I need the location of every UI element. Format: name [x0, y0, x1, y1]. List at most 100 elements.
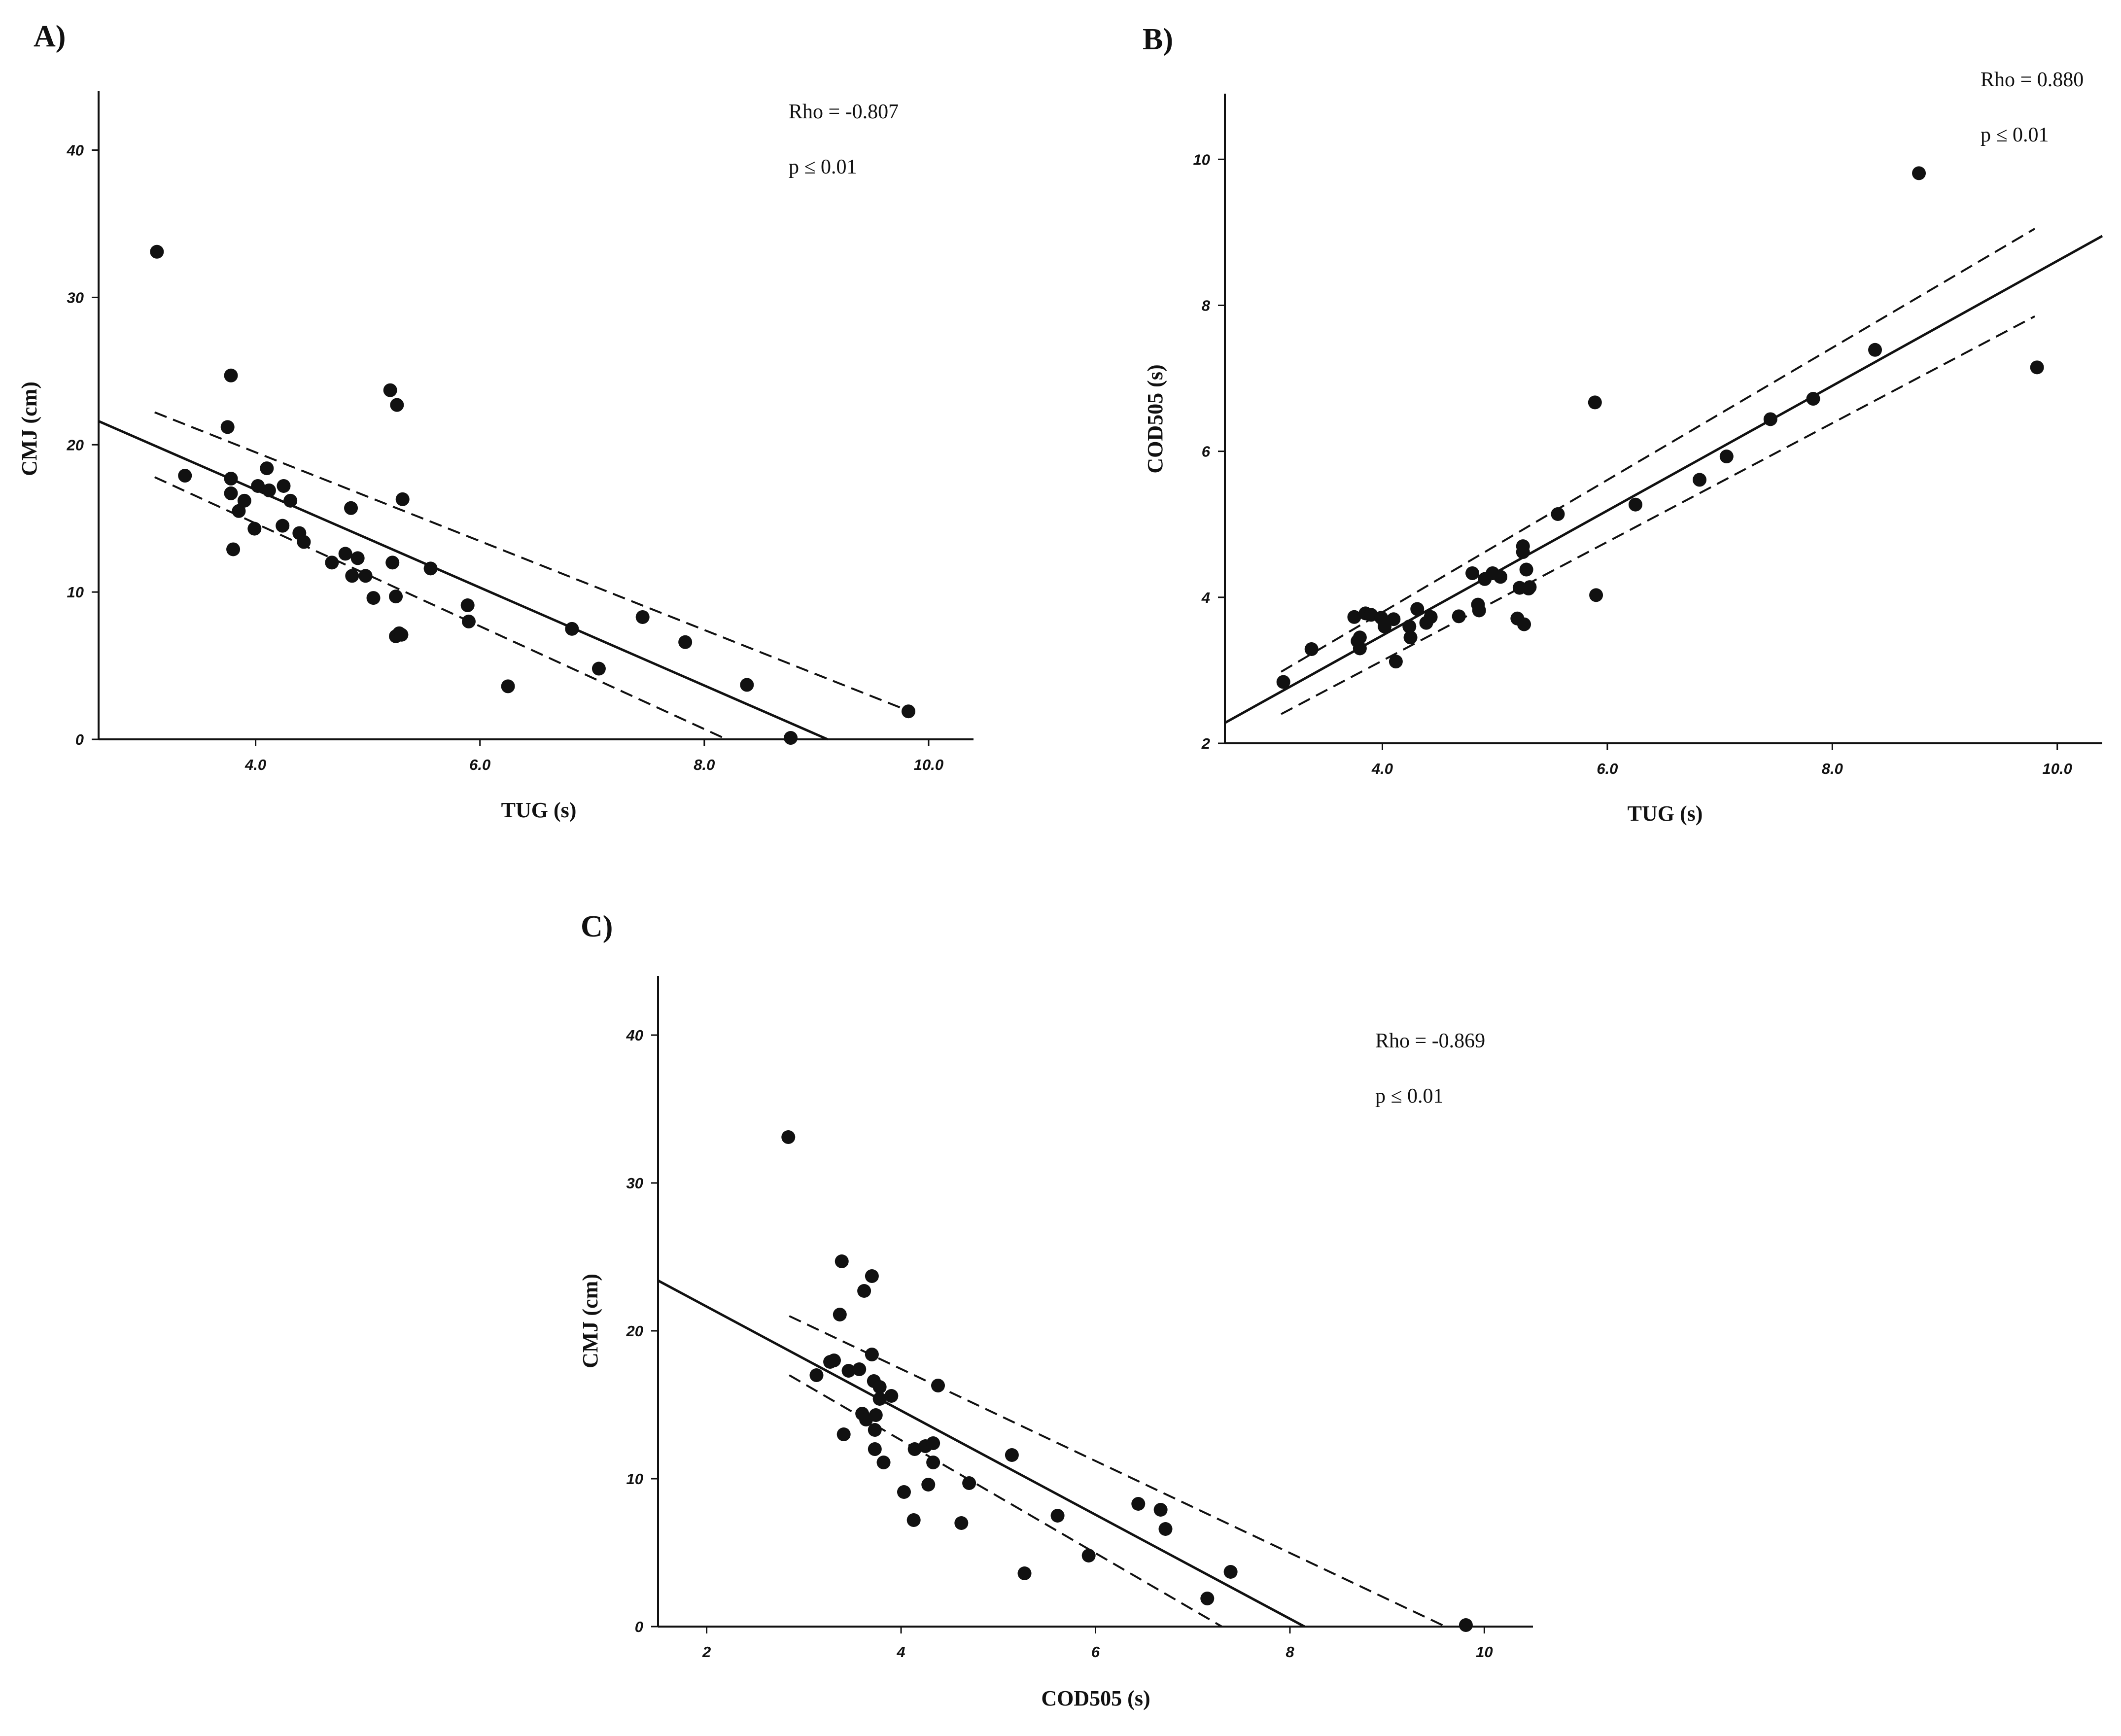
panel-c-data-point: [907, 1442, 922, 1456]
panel-b-data-point: [1494, 570, 1508, 584]
panel-c-p-annotation: p ≤ 0.01: [1375, 1085, 1444, 1108]
panel-a-data-point: [635, 610, 650, 624]
panel-b-data-point: [2030, 360, 2044, 375]
panel-a-y-tick-label: 10: [67, 584, 84, 601]
panel-c-regression-line: [657, 1279, 1305, 1628]
panel-b-y-tick-label: 2: [1201, 735, 1210, 752]
panel-b-y-tick-label: 8: [1202, 297, 1211, 314]
panel-a-data-point: [385, 556, 400, 570]
panel-c-data-point: [954, 1516, 969, 1530]
panel-b-data-point: [1276, 675, 1290, 689]
panel-c-data-point: [841, 1364, 856, 1378]
panel-c-data-point: [833, 1308, 847, 1321]
panel-a-data-point: [260, 461, 274, 476]
panel-a-data-point: [344, 501, 358, 515]
panel-c-data-point: [865, 1269, 879, 1283]
panel-a-data-point: [226, 542, 241, 556]
panel-c-data-point: [781, 1130, 796, 1144]
panel-a-y-tick-label: 20: [67, 436, 84, 453]
panel-a-x-tick-label: 6.0: [469, 756, 490, 773]
panel-c-data-point: [809, 1368, 824, 1382]
panel-a-x-tick-label: 4.0: [244, 756, 266, 773]
panel-b-x-tick-label: 4.0: [1371, 760, 1393, 777]
panel-a-data-point: [338, 547, 352, 561]
panel-a-rho-annotation: Rho = -0.807: [789, 101, 899, 123]
panel-b-data-point: [1304, 642, 1319, 656]
panel-b-x-tick-label: 10.0: [2043, 760, 2072, 777]
panel-a-y-tick-label: 0: [75, 731, 84, 748]
panel-b-data-point: [1403, 630, 1418, 645]
panel-a-y-tick-label: 30: [67, 289, 84, 306]
panel-a-data-point: [591, 661, 606, 676]
panel-a-data-point: [394, 627, 409, 642]
panel-b-y-tick-label: 10: [1193, 151, 1210, 168]
panel-c-data-point: [868, 1442, 882, 1456]
panel-c-y-tick-label: 20: [626, 1322, 643, 1340]
panel-c-data-point: [926, 1456, 940, 1469]
panel-b-ci-upper-line: [1281, 228, 2036, 673]
panel-c-rho-annotation: Rho = -0.869: [1375, 1030, 1485, 1052]
panel-b-data-point: [1806, 392, 1820, 406]
panel-b-y-tick-label: 4: [1201, 589, 1210, 606]
panel-b-data-point: [1519, 562, 1533, 577]
panel-b-data-point: [1763, 412, 1777, 426]
panel-b-data-point: [1523, 580, 1537, 594]
panel-a: A) Rho = -0.807 p ≤ 0.01 TUG (s) CMJ (cm…: [17, 20, 974, 822]
panel-b-data-point: [1387, 612, 1401, 626]
panel-c-x-tick-label: 2: [702, 1643, 711, 1661]
panel-a-data-point: [220, 420, 235, 434]
panel-b-x-axis-title: TUG (s): [1628, 801, 1703, 826]
panel-a-data-point: [740, 678, 754, 692]
panel-c-data-point: [1459, 1618, 1473, 1632]
panel-b-data-point: [1465, 566, 1480, 580]
panel-c-data-point: [865, 1348, 879, 1361]
panel-a-data-point: [902, 704, 916, 719]
panel-b-data-point: [1353, 630, 1367, 645]
panel-a-y-axis-title: CMJ (cm): [17, 382, 41, 476]
panel-c-data-point: [852, 1362, 867, 1376]
panel-b-data-point: [1628, 497, 1642, 512]
panel-c-data-point: [1200, 1592, 1215, 1605]
panel-c-data-point: [834, 1254, 849, 1268]
panel-a-data-point: [150, 244, 164, 259]
panel-c-data-point: [857, 1284, 871, 1298]
panel-c-data-point: [906, 1513, 921, 1527]
panel-a-y-tick-label: 40: [67, 142, 84, 159]
panel-a-x-axis-title: TUG (s): [501, 798, 577, 822]
panel-c-data-point: [1158, 1522, 1173, 1536]
panel-a-data-point: [423, 561, 438, 576]
panel-c-data-point: [869, 1408, 883, 1422]
panel-b-data-point: [1424, 610, 1438, 624]
panel-c-data-point: [921, 1478, 936, 1492]
panel-b-regression-line: [1224, 235, 2103, 724]
panel-c-x-axis-title: COD505 (s): [1041, 1686, 1150, 1710]
panel-a-data-point: [395, 492, 410, 506]
panel-b-x-tick-label: 8.0: [1822, 760, 1843, 777]
panel-b-y-tick-label: 6: [1202, 443, 1211, 460]
panel-c-data-point: [1131, 1497, 1146, 1511]
panel-b-data-point: [1389, 655, 1403, 669]
panel-c-data-point: [1005, 1448, 1019, 1462]
panel-c-data-point: [1017, 1566, 1032, 1580]
panel-a-data-point: [784, 731, 798, 745]
panel-b-data-point: [1589, 588, 1603, 602]
panel-c-y-axis-title: CMJ (cm): [578, 1274, 602, 1368]
panel-c-data-point: [926, 1436, 940, 1450]
panel-a-p-annotation: p ≤ 0.01: [789, 156, 857, 178]
panel-a-data-point: [383, 383, 397, 397]
panel-b-x-tick-label: 6.0: [1597, 760, 1618, 777]
panel-a-data-point: [297, 535, 311, 549]
panel-c-data-point: [827, 1354, 841, 1367]
panel-b-data-point: [1868, 343, 1882, 357]
panel-b-p-annotation: p ≤ 0.01: [1981, 124, 2049, 146]
panel-a-data-point: [224, 368, 238, 382]
panel-b-data-point: [1353, 641, 1367, 656]
panel-c-y-tick-label: 40: [626, 1027, 643, 1044]
panel-c-y-tick-label: 10: [626, 1470, 643, 1488]
panel-b-rho-annotation: Rho = 0.880: [1981, 69, 2084, 91]
panel-c-data-point: [884, 1389, 899, 1403]
panel-a-data-point: [224, 472, 238, 486]
panel-c-data-point: [872, 1380, 887, 1394]
panel-c-data-point: [836, 1427, 851, 1441]
panel-b-data-point: [1719, 450, 1734, 464]
